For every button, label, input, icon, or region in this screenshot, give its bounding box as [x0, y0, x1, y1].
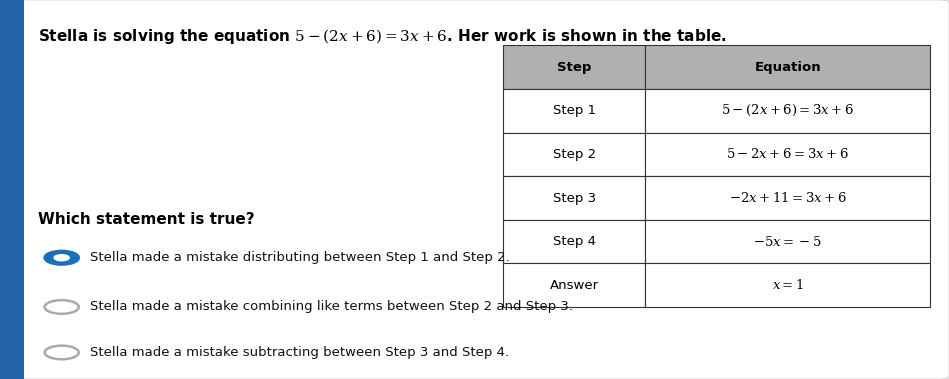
Text: $-5x=-5$: $-5x=-5$	[754, 235, 822, 249]
Bar	[645, 89, 930, 133]
Bar	[503, 176, 645, 220]
Text: Step 1: Step 1	[552, 104, 596, 117]
Text: $x=1$: $x=1$	[772, 278, 804, 292]
Text: Stella made a mistake combining like terms between Step 2 and Step 3.: Stella made a mistake combining like ter…	[90, 301, 573, 313]
Text: Stella made a mistake distributing between Step 1 and Step 2.: Stella made a mistake distributing betwe…	[90, 251, 510, 264]
Bar	[645, 176, 930, 220]
Text: Stella is solving the equation $5-(2x+6)=3x+6$. Her work is shown in the table.: Stella is solving the equation $5-(2x+6)…	[38, 27, 727, 45]
Text: Equation: Equation	[754, 61, 821, 74]
Text: Stella made a mistake subtracting between Step 3 and Step 4.: Stella made a mistake subtracting betwee…	[90, 346, 510, 359]
Text: $5-(2x+6)=3x+6$: $5-(2x+6)=3x+6$	[721, 103, 854, 118]
Text: Answer: Answer	[549, 279, 599, 292]
Bar	[503, 45, 645, 89]
Text: $5-2x+6=3x+6$: $5-2x+6=3x+6$	[726, 147, 849, 161]
Circle shape	[45, 251, 79, 265]
Bar	[503, 89, 645, 133]
Text: Step: Step	[557, 61, 591, 74]
Bar	[503, 220, 645, 263]
Text: $-2x+11=3x+6$: $-2x+11=3x+6$	[729, 191, 847, 205]
Bar	[645, 263, 930, 307]
Text: Step 2: Step 2	[552, 148, 596, 161]
Bar	[645, 133, 930, 176]
Text: Step 4: Step 4	[552, 235, 596, 248]
Text: Step 3: Step 3	[552, 191, 596, 205]
Bar	[503, 133, 645, 176]
Bar	[645, 45, 930, 89]
Bar	[0, 0, 24, 379]
Bar	[645, 220, 930, 263]
Circle shape	[54, 255, 69, 261]
Bar	[503, 263, 645, 307]
Text: Which statement is true?: Which statement is true?	[38, 212, 254, 227]
